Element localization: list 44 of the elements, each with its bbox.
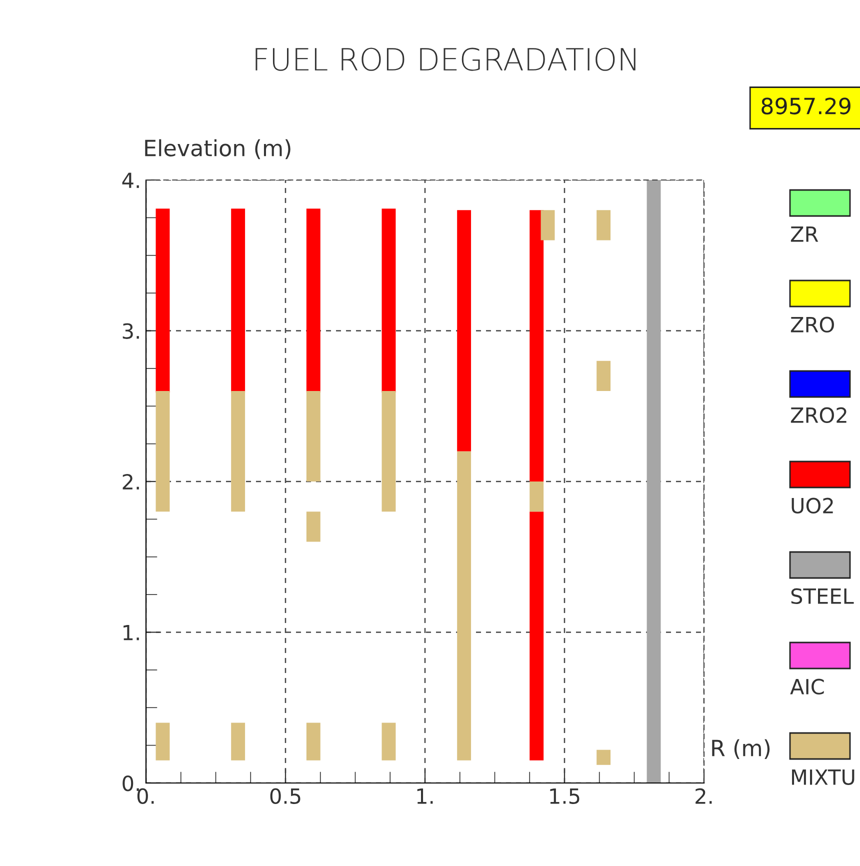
legend-label: STEEL [791,588,854,604]
bar [457,451,472,760]
chart-title: FUEL ROD DEGRADATION [256,48,636,71]
x-axis-title: R (m) [712,739,770,760]
bar [382,391,396,512]
bar [156,722,170,760]
legend-label: ZR [790,226,818,242]
text: 8957.29 [762,98,850,114]
x-tick-label: 2. [696,788,712,804]
bar [156,391,170,512]
legend-label: ZRO [790,316,834,333]
bar [596,750,611,765]
bar [231,208,246,393]
bar [596,360,611,392]
bar [530,210,544,482]
bar [306,512,320,542]
bar [457,210,472,452]
legend-label: UO2 [792,498,833,514]
x-tick-label: 1. [417,788,433,804]
bar [156,208,170,393]
y-axis-title: Elevation (m) [145,139,290,160]
bar [306,391,320,482]
legend-label: AIC [790,678,824,695]
legend-label: ZRO2 [790,407,846,424]
bar [382,722,396,760]
x-tick-label: 1.5 [550,788,580,804]
bar [231,722,246,760]
y-tick-label: 1. [124,624,139,640]
bar [306,208,320,393]
y-tick-label: 0. [122,775,139,792]
bar [646,180,661,783]
bar [540,210,555,240]
x-tick-label: 0. [137,788,154,804]
x-tick-label: 0.5 [270,788,300,804]
y-tick-label: 2. [122,474,139,490]
bar [596,210,611,240]
bar [530,512,544,760]
bar [231,391,246,512]
bar [306,722,320,760]
y-tick-label: 3. [122,323,139,339]
bar [530,482,544,512]
y-tick-label: 4. [122,172,139,188]
bar [382,208,396,393]
legend-label: MIXTU [792,770,854,786]
